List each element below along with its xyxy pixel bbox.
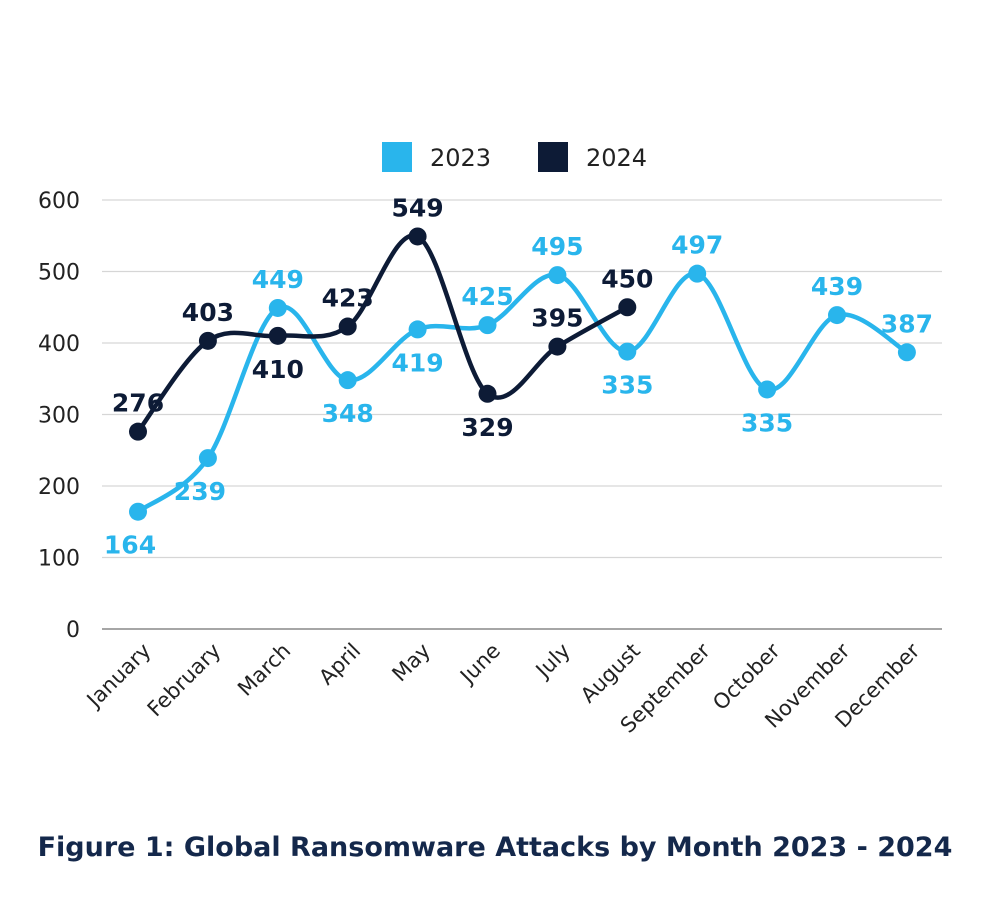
data-label-2024: 410: [252, 355, 304, 384]
series-line-2023: [136, 271, 909, 514]
data-point-2023: [688, 264, 707, 283]
data-label-2023: 387: [881, 309, 933, 338]
data-point-2024: [268, 326, 287, 345]
data-point-2023: [897, 343, 916, 362]
x-tick-label: March: [233, 639, 295, 701]
data-label-2023: 439: [811, 272, 863, 301]
y-tick-label: 200: [38, 475, 80, 500]
y-tick-label: 300: [38, 404, 80, 429]
y-tick-label: 500: [38, 261, 80, 286]
data-point-2023: [268, 298, 287, 317]
x-tick-label: April: [314, 639, 365, 690]
y-tick-label: 100: [38, 547, 80, 572]
data-point-2024: [198, 331, 217, 350]
data-point-2024: [338, 317, 357, 336]
data-point-2023: [478, 316, 497, 335]
data-label-2024: 549: [392, 193, 444, 222]
data-point-2024: [548, 337, 567, 356]
data-label-2023: 239: [174, 477, 226, 506]
y-tick-label: 600: [38, 189, 80, 214]
data-label-2024: 450: [601, 264, 653, 293]
x-tick-label: May: [387, 639, 435, 687]
data-label-2024: 423: [322, 284, 374, 313]
data-label-2024: 276: [112, 389, 164, 418]
data-label-2023: 335: [741, 408, 793, 437]
data-label-2024: 395: [531, 304, 583, 333]
legend-label: 2023: [430, 144, 491, 172]
data-label-2023: 425: [461, 282, 513, 311]
data-label-2023: 497: [671, 231, 723, 260]
data-label-2024: 329: [461, 413, 513, 442]
legend-swatch: [382, 142, 412, 172]
data-label-2023: 335: [601, 371, 653, 400]
data-point-2023: [618, 342, 637, 361]
data-point-2024: [478, 384, 497, 403]
data-point-2024: [129, 422, 147, 441]
data-label-2023: 164: [104, 531, 156, 560]
data-point-2024: [618, 298, 637, 317]
data-label-2023: 419: [392, 348, 444, 377]
data-point-2023: [129, 502, 147, 521]
legend-label: 2024: [586, 144, 647, 172]
data-point-2023: [198, 449, 217, 468]
data-point-2023: [828, 306, 846, 325]
y-tick-label: 400: [38, 332, 80, 357]
data-point-2023: [758, 380, 777, 399]
x-tick-label: February: [143, 639, 226, 722]
data-point-2023: [338, 371, 357, 390]
data-label-2024: 403: [182, 298, 234, 327]
x-tick-label: June: [454, 639, 505, 690]
chart-title: Figure 1: Global Ransomware Attacks by M…: [37, 832, 953, 863]
data-label-2023: 495: [531, 232, 583, 261]
y-tick-label: 0: [66, 618, 80, 643]
x-tick-label: July: [530, 639, 575, 684]
data-label-2023: 348: [322, 399, 374, 428]
data-label-2023: 449: [252, 265, 304, 294]
legend-swatch: [538, 142, 568, 172]
data-point-2024: [408, 227, 427, 246]
x-tick-label: August: [576, 639, 645, 708]
data-point-2023: [408, 320, 427, 339]
data-point-2023: [548, 266, 567, 285]
